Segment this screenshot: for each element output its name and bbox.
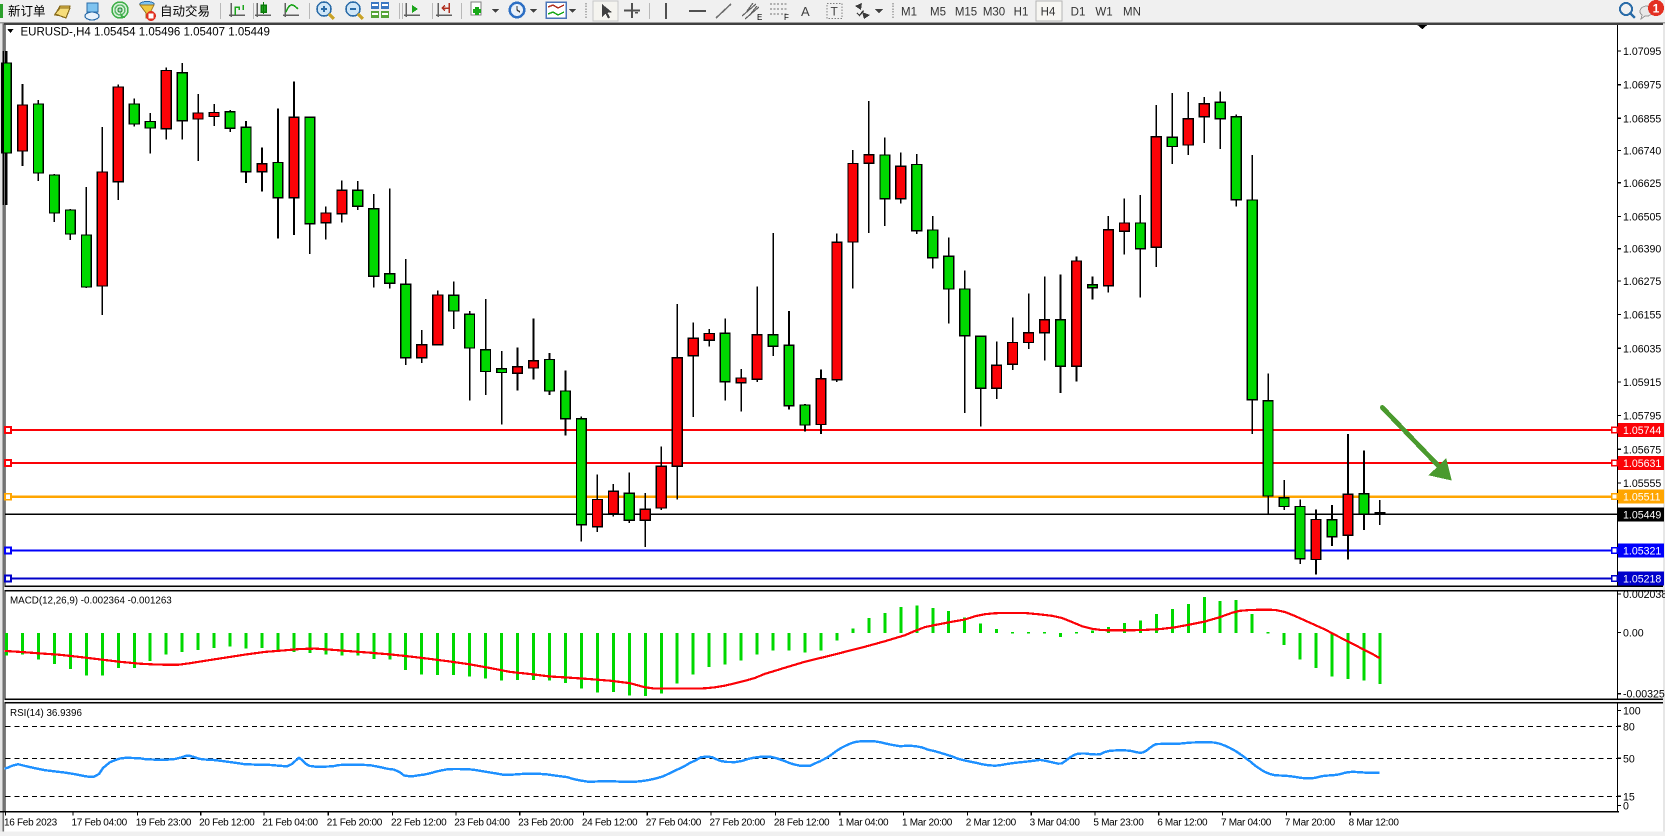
svg-text:1.05915: 1.05915 [1623,377,1661,389]
svg-text:27 Feb 04:00: 27 Feb 04:00 [646,818,702,829]
svg-text:M15: M15 [955,7,977,19]
svg-text:H4: H4 [1041,7,1056,19]
svg-text:0.00: 0.00 [1623,627,1644,639]
svg-text:M5: M5 [930,7,946,19]
svg-text:D1: D1 [1071,7,1086,19]
svg-text:1.05218: 1.05218 [1623,574,1661,586]
svg-text:MACD(12,26,9) -0.002364 -0.001: MACD(12,26,9) -0.002364 -0.001263 [10,596,172,607]
svg-text:23 Feb 20:00: 23 Feb 20:00 [518,818,574,829]
svg-text:EURUSD-,H4 1.05454 1.05496 1.: EURUSD-,H4 1.05454 1.05496 1.05407 1.054… [21,27,270,39]
svg-text:19 Feb 23:00: 19 Feb 23:00 [136,818,192,829]
svg-text:22 Feb 12:00: 22 Feb 12:00 [391,818,447,829]
svg-text:T: T [831,5,839,19]
svg-text:16 Feb 2023: 16 Feb 2023 [4,818,58,829]
svg-text:21 Feb 20:00: 21 Feb 20:00 [327,818,383,829]
svg-text:1 Mar 04:00: 1 Mar 04:00 [838,818,889,829]
svg-text:1.05449: 1.05449 [1623,509,1661,521]
svg-text:21 Feb 04:00: 21 Feb 04:00 [262,818,318,829]
svg-text:M1: M1 [901,7,917,19]
svg-text:1.06155: 1.06155 [1623,310,1661,322]
svg-text:2 Mar 12:00: 2 Mar 12:00 [966,818,1017,829]
svg-text:7 Mar 04:00: 7 Mar 04:00 [1221,818,1272,829]
svg-text:A: A [801,4,810,19]
svg-text:1.06975: 1.06975 [1623,80,1661,92]
svg-text:20 Feb 12:00: 20 Feb 12:00 [199,818,255,829]
svg-text:7 Mar 20:00: 7 Mar 20:00 [1285,818,1336,829]
svg-text:MN: MN [1123,7,1141,19]
svg-text:28 Feb 12:00: 28 Feb 12:00 [774,818,830,829]
svg-text:1.06740: 1.06740 [1623,146,1661,158]
svg-text:23 Feb 04:00: 23 Feb 04:00 [454,818,510,829]
svg-text:1.06275: 1.06275 [1623,276,1661,288]
svg-text:1.06505: 1.06505 [1623,212,1661,224]
svg-text:1.05675: 1.05675 [1623,444,1661,456]
svg-text:8 Mar 12:00: 8 Mar 12:00 [1349,818,1400,829]
svg-text:-0.003256: -0.003256 [1623,689,1665,701]
svg-text:1.05631: 1.05631 [1623,458,1661,470]
svg-text:1.05555: 1.05555 [1623,478,1661,490]
svg-text:100: 100 [1623,706,1641,718]
svg-text:1.05321: 1.05321 [1623,546,1661,558]
svg-text:1: 1 [1653,2,1660,16]
svg-text:0: 0 [1623,801,1629,813]
svg-text:自动交易: 自动交易 [160,4,210,19]
svg-text:27 Feb 20:00: 27 Feb 20:00 [710,818,766,829]
svg-text:0.002038: 0.002038 [1623,589,1665,601]
svg-text:1.06625: 1.06625 [1623,178,1661,190]
svg-text:1.06035: 1.06035 [1623,343,1661,355]
svg-text:RSI(14) 36.9396: RSI(14) 36.9396 [10,708,82,719]
svg-text:17 Feb 04:00: 17 Feb 04:00 [72,818,128,829]
svg-text:1.05511: 1.05511 [1623,492,1661,504]
svg-text:M30: M30 [983,7,1005,19]
svg-text:1 Mar 20:00: 1 Mar 20:00 [902,818,953,829]
svg-text:新订单: 新订单 [8,4,46,19]
svg-text:5 Mar 23:00: 5 Mar 23:00 [1093,818,1144,829]
svg-text:F: F [784,13,789,22]
svg-text:15: 15 [1623,791,1635,803]
svg-text:H1: H1 [1014,7,1029,19]
svg-text:6 Mar 12:00: 6 Mar 12:00 [1157,818,1208,829]
svg-text:1.07095: 1.07095 [1623,46,1661,58]
svg-text:W1: W1 [1095,7,1112,19]
svg-text:80: 80 [1623,721,1635,733]
svg-text:3 Mar 04:00: 3 Mar 04:00 [1030,818,1081,829]
svg-text:E: E [757,13,762,22]
svg-text:1.06855: 1.06855 [1623,113,1661,125]
svg-text:1.05795: 1.05795 [1623,411,1661,423]
svg-text:50: 50 [1623,753,1635,765]
svg-text:1.05744: 1.05744 [1623,425,1661,437]
svg-text:1.06390: 1.06390 [1623,244,1661,256]
svg-text:24 Feb 12:00: 24 Feb 12:00 [582,818,638,829]
